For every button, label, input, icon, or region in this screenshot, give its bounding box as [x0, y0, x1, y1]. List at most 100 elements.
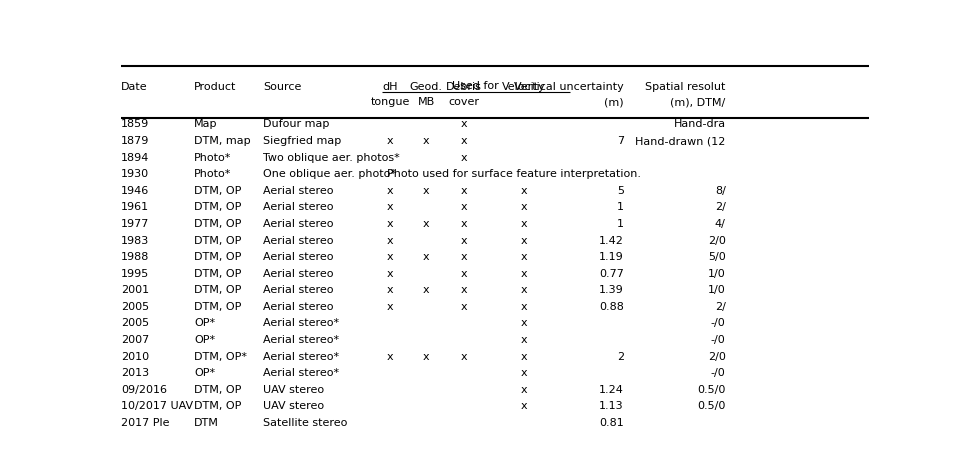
Text: 1.42: 1.42	[599, 235, 624, 245]
Text: 2/: 2/	[715, 202, 725, 213]
Text: x: x	[461, 352, 467, 361]
Text: Debris: Debris	[445, 82, 482, 93]
Text: x: x	[521, 335, 526, 345]
Text: Aerial stereo: Aerial stereo	[263, 186, 333, 196]
Text: Hand-drawn (12: Hand-drawn (12	[636, 136, 725, 146]
Text: x: x	[387, 252, 393, 262]
Text: x: x	[387, 302, 393, 312]
Text: (m): (m)	[604, 97, 624, 107]
Text: x: x	[423, 285, 430, 295]
Text: x: x	[521, 352, 526, 361]
Text: DTM, OP: DTM, OP	[194, 285, 242, 295]
Text: Aerial stereo*: Aerial stereo*	[263, 318, 339, 328]
Text: x: x	[387, 269, 393, 278]
Text: 1.13: 1.13	[599, 401, 624, 411]
Text: 1.24: 1.24	[599, 385, 624, 395]
Text: x: x	[461, 136, 467, 146]
Text: 2010: 2010	[121, 352, 149, 361]
Text: tongue: tongue	[371, 97, 410, 107]
Text: DTM, OP: DTM, OP	[194, 202, 242, 213]
Text: Aerial stereo*: Aerial stereo*	[263, 335, 339, 345]
Text: x: x	[521, 269, 526, 278]
Text: x: x	[461, 202, 467, 213]
Text: DTM, OP*: DTM, OP*	[194, 352, 247, 361]
Text: x: x	[461, 219, 467, 229]
Text: x: x	[521, 401, 526, 411]
Text: cover: cover	[448, 97, 479, 107]
Text: x: x	[521, 368, 526, 378]
Text: Photo*: Photo*	[194, 169, 232, 179]
Text: DTM: DTM	[194, 418, 219, 428]
Text: OP*: OP*	[194, 368, 215, 378]
Text: x: x	[423, 219, 430, 229]
Text: 1.19: 1.19	[599, 252, 624, 262]
Text: x: x	[521, 219, 526, 229]
Text: 10/2017 UAV: 10/2017 UAV	[121, 401, 193, 411]
Text: 7: 7	[616, 136, 624, 146]
Text: x: x	[387, 219, 393, 229]
Text: Aerial stereo*: Aerial stereo*	[263, 352, 339, 361]
Text: 0.81: 0.81	[599, 418, 624, 428]
Text: Two oblique aer. photos*: Two oblique aer. photos*	[263, 153, 400, 163]
Text: DTM, OP: DTM, OP	[194, 235, 242, 245]
Text: x: x	[521, 186, 526, 196]
Text: x: x	[461, 285, 467, 295]
Text: OP*: OP*	[194, 335, 215, 345]
Text: x: x	[387, 285, 393, 295]
Text: 2005: 2005	[121, 318, 149, 328]
Text: 2007: 2007	[121, 335, 149, 345]
Text: 1859: 1859	[121, 120, 149, 130]
Text: 1879: 1879	[121, 136, 149, 146]
Text: 1946: 1946	[121, 186, 149, 196]
Text: Product: Product	[194, 82, 237, 93]
Text: UAV stereo: UAV stereo	[263, 385, 325, 395]
Text: 1/0: 1/0	[708, 269, 725, 278]
Text: One oblique aer. photo*: One oblique aer. photo*	[263, 169, 396, 179]
Text: x: x	[387, 352, 393, 361]
Text: DTM, OP: DTM, OP	[194, 385, 242, 395]
Text: 0.5/0: 0.5/0	[697, 401, 725, 411]
Text: 0.77: 0.77	[599, 269, 624, 278]
Text: 1: 1	[617, 202, 624, 213]
Text: (m), DTM/: (m), DTM/	[670, 97, 725, 107]
Text: 5/0: 5/0	[708, 252, 725, 262]
Text: -/0: -/0	[711, 335, 725, 345]
Text: Vertical uncertainty: Vertical uncertainty	[514, 82, 624, 93]
Text: DTM, OP: DTM, OP	[194, 302, 242, 312]
Text: 1: 1	[617, 219, 624, 229]
Text: Used for: Used for	[452, 82, 499, 92]
Text: -/0: -/0	[711, 368, 725, 378]
Text: Satellite stereo: Satellite stereo	[263, 418, 348, 428]
Text: -/0: -/0	[711, 318, 725, 328]
Text: UAV stereo: UAV stereo	[263, 401, 325, 411]
Text: Aerial stereo*: Aerial stereo*	[263, 368, 339, 378]
Text: Photo used for surface feature interpretation.: Photo used for surface feature interpret…	[386, 169, 640, 179]
Text: OP*: OP*	[194, 318, 215, 328]
Text: 4/: 4/	[715, 219, 725, 229]
Text: x: x	[521, 235, 526, 245]
Text: x: x	[521, 252, 526, 262]
Text: x: x	[521, 318, 526, 328]
Text: 1961: 1961	[121, 202, 149, 213]
Text: 2001: 2001	[121, 285, 149, 295]
Text: 2017 Ple: 2017 Ple	[121, 418, 169, 428]
Text: x: x	[423, 136, 430, 146]
Text: Aerial stereo: Aerial stereo	[263, 202, 333, 213]
Text: DTM, OP: DTM, OP	[194, 401, 242, 411]
Text: DTM, OP: DTM, OP	[194, 252, 242, 262]
Text: Aerial stereo: Aerial stereo	[263, 252, 333, 262]
Text: x: x	[387, 202, 393, 213]
Text: 2/0: 2/0	[708, 235, 725, 245]
Text: Photo*: Photo*	[194, 153, 232, 163]
Text: 1983: 1983	[121, 235, 149, 245]
Text: DTM, OP: DTM, OP	[194, 186, 242, 196]
Text: x: x	[461, 120, 467, 130]
Text: DTM, map: DTM, map	[194, 136, 251, 146]
Text: DTM, OP: DTM, OP	[194, 269, 242, 278]
Text: 2005: 2005	[121, 302, 149, 312]
Text: dH: dH	[383, 82, 398, 93]
Text: Dufour map: Dufour map	[263, 120, 329, 130]
Text: Velocity: Velocity	[501, 82, 546, 93]
Text: 1930: 1930	[121, 169, 149, 179]
Text: x: x	[387, 235, 393, 245]
